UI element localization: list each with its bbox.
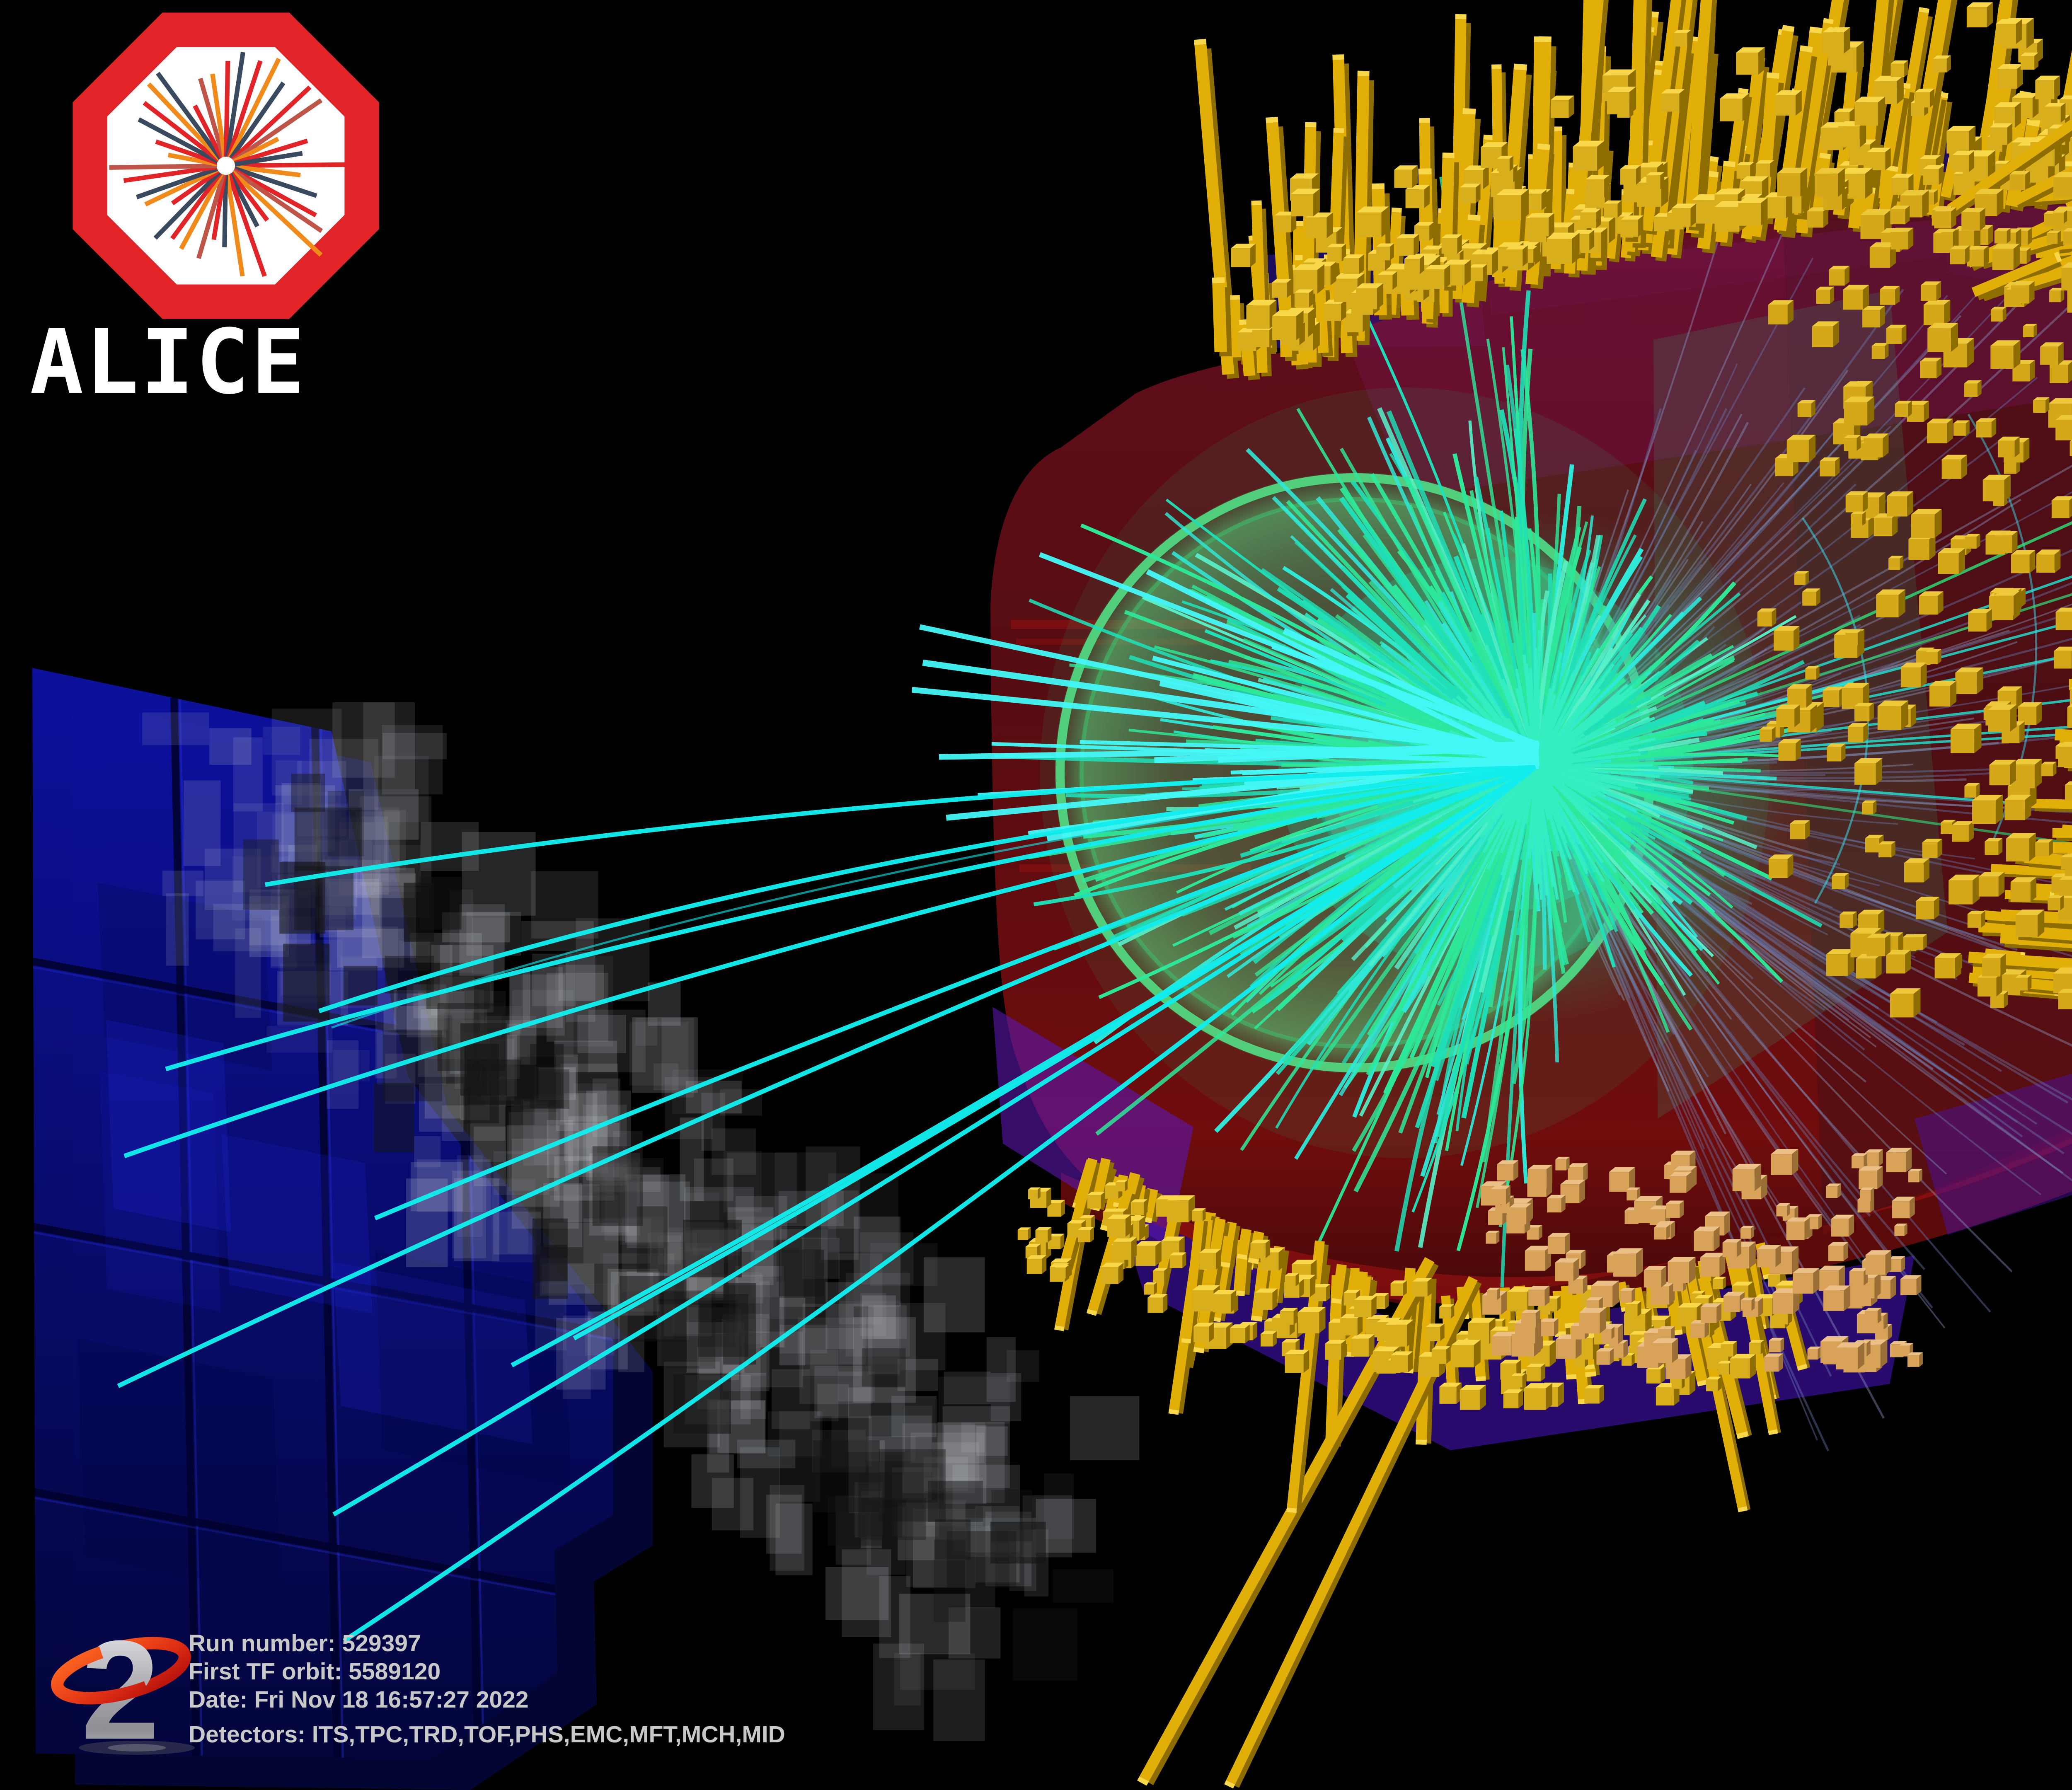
alice-logo-rays (109, 52, 358, 277)
o2-ring-front (51, 1637, 191, 1705)
detectors-line: Detectors: ITS,TPC,TRD,TOF,PHS,EMC,MFT,M… (189, 1721, 785, 1748)
date-line: Date: Fri Nov 18 16:57:27 2022 (189, 1686, 529, 1713)
alice-logo: ALICE (30, 12, 379, 414)
phos-cluster (1481, 1147, 1923, 1379)
main-3d-view (117, 0, 2072, 1789)
o2-shadow (79, 1741, 195, 1755)
calo-towers-top (1194, 0, 2072, 380)
muon-wall (32, 668, 613, 1759)
muon-long-tracks (117, 765, 1537, 1643)
alice-wordmark: ALICE (30, 310, 306, 414)
event-info: Run number: 529397 First TF orbit: 55891… (189, 1630, 785, 1748)
first-tf-orbit-line: First TF orbit: 5589120 (189, 1658, 441, 1685)
calo-towers-right (1757, 118, 2072, 1018)
muon-chamber-cloud (142, 702, 1140, 1741)
o2-shadow-core (108, 1744, 166, 1751)
run-number-line: Run number: 529397 (189, 1630, 421, 1657)
o2-logo: 2 (51, 1611, 195, 1769)
